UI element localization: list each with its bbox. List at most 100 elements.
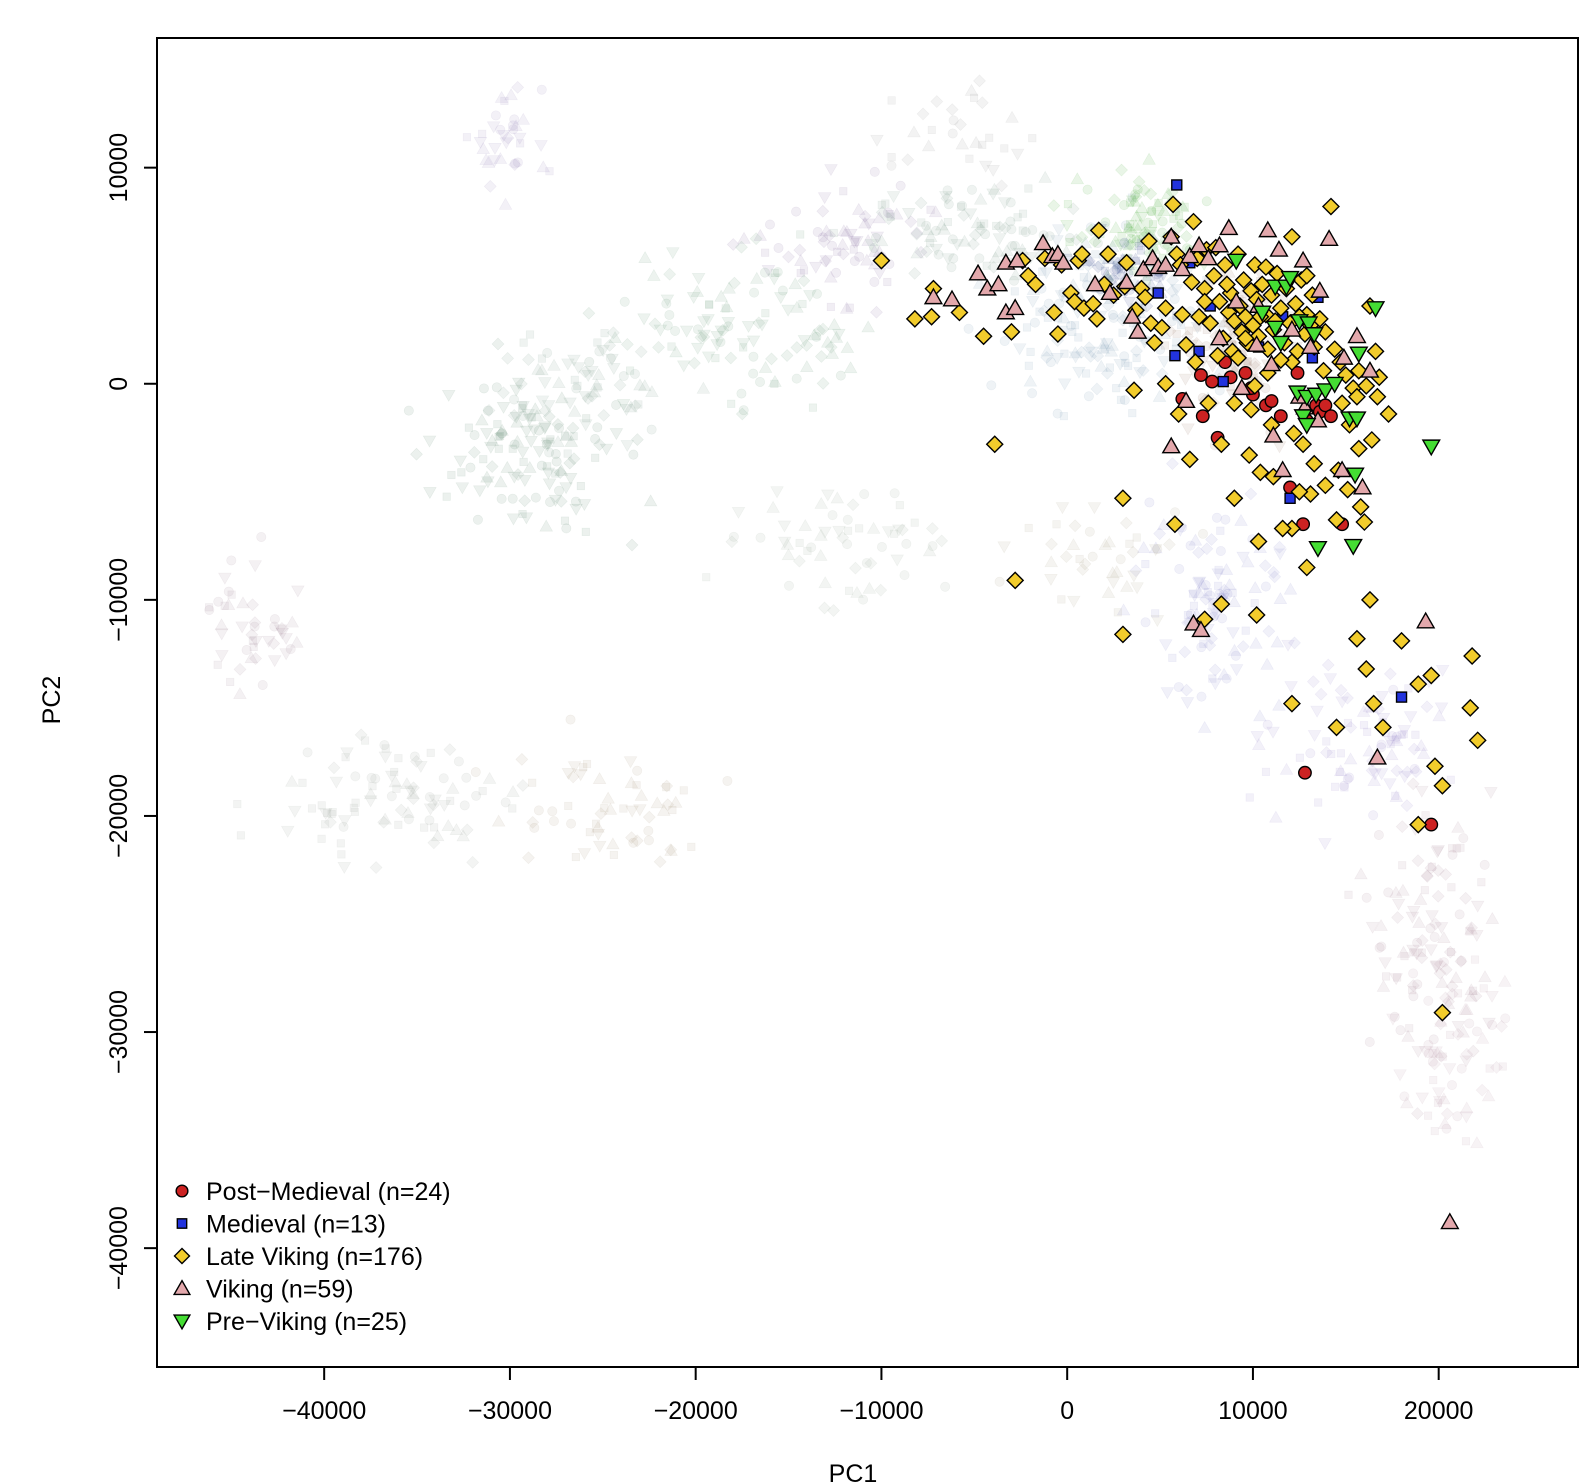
data-point-pre_viking: [1343, 538, 1363, 556]
background-point: [1108, 234, 1123, 247]
background-point: [497, 428, 508, 439]
background-point: [1434, 1049, 1448, 1063]
background-point: [1420, 869, 1434, 883]
background-point: [1248, 357, 1262, 370]
x-tick-label: −20000: [654, 1397, 738, 1425]
data-point-viking: [923, 287, 944, 305]
background-point: [1383, 778, 1397, 791]
background-point: [1411, 1107, 1424, 1120]
background-point: [845, 303, 854, 312]
background-point: [861, 558, 872, 568]
background-point: [1120, 220, 1131, 231]
background-point: [1220, 514, 1231, 525]
background-point: [637, 313, 651, 326]
background-point: [1135, 200, 1149, 213]
background-point: [882, 212, 896, 226]
background-point: [573, 381, 582, 390]
background-point: [849, 561, 862, 575]
background-point: [910, 227, 924, 241]
background-point: [410, 447, 423, 461]
background-point: [847, 236, 862, 249]
background-point: [205, 603, 214, 612]
background-point: [441, 819, 456, 831]
background-point: [818, 601, 831, 615]
background-point: [1415, 1092, 1430, 1105]
background-point: [508, 804, 517, 813]
background-point: [667, 342, 676, 351]
data-point-late_viking: [1392, 631, 1411, 650]
background-point: [812, 226, 823, 237]
background-point: [978, 160, 993, 173]
background-point: [819, 254, 832, 268]
background-point: [516, 400, 530, 413]
background-point: [564, 801, 573, 810]
background-point: [626, 366, 635, 375]
background-point: [1253, 709, 1267, 722]
background-point: [1064, 233, 1075, 244]
background-point: [761, 309, 770, 318]
background-point: [501, 351, 515, 365]
background-point: [1336, 749, 1345, 758]
background-point: [233, 687, 247, 700]
background-point: [1148, 220, 1158, 229]
background-point: [633, 804, 647, 817]
background-point: [487, 155, 502, 168]
background-point: [1172, 329, 1181, 338]
background-point: [1200, 580, 1211, 591]
background-point: [864, 556, 878, 570]
background-point: [864, 239, 879, 252]
background-point: [843, 361, 858, 374]
data-point-pre_viking: [1349, 346, 1369, 364]
background-point: [472, 514, 483, 525]
background-point: [561, 358, 575, 371]
background-point: [1148, 544, 1163, 557]
background-point: [1343, 752, 1358, 765]
background-point: [285, 644, 296, 655]
background-point: [1451, 820, 1465, 833]
background-point: [519, 457, 528, 466]
background-point: [1437, 1116, 1452, 1129]
data-point-viking: [1293, 250, 1313, 268]
data-point-late_viking: [1199, 394, 1218, 413]
background-point: [886, 212, 895, 221]
background-point: [541, 437, 555, 450]
background-point: [566, 818, 577, 829]
background-point: [842, 514, 853, 525]
background-point: [473, 137, 488, 149]
background-point: [567, 354, 581, 367]
background-point: [1005, 110, 1019, 123]
background-point: [1119, 237, 1134, 250]
background-point: [1432, 709, 1446, 722]
background-point: [939, 191, 953, 204]
background-point: [1090, 382, 1104, 396]
background-point: [1083, 391, 1094, 402]
background-point: [1108, 264, 1122, 277]
legend-label-late_viking: Late Viking (n=176): [206, 1243, 423, 1271]
background-point: [1152, 544, 1163, 555]
data-point-pre_viking: [1299, 316, 1319, 334]
data-point-late_viking: [1117, 253, 1136, 272]
background-point: [1314, 798, 1323, 807]
background-point: [1414, 738, 1429, 751]
background-point: [1081, 369, 1091, 378]
background-point: [1018, 209, 1028, 218]
background-point: [1027, 225, 1038, 235]
data-point-viking: [1310, 281, 1330, 298]
background-point: [1201, 196, 1212, 207]
background-point: [722, 775, 733, 786]
background-point: [570, 496, 581, 507]
background-point: [1068, 519, 1082, 533]
background-point: [404, 785, 418, 798]
data-point-late_viking: [1073, 245, 1092, 264]
background-point: [1389, 885, 1403, 898]
background-point: [926, 239, 935, 248]
background-point: [1066, 202, 1080, 216]
data-point-late_viking: [1006, 571, 1025, 590]
background-point: [1451, 1021, 1466, 1034]
background-point: [809, 261, 823, 274]
background-point: [249, 652, 263, 665]
data-point-post_medieval: [1193, 368, 1208, 383]
background-point: [593, 338, 602, 347]
background-point: [1423, 995, 1434, 1006]
background-point: [1420, 886, 1429, 895]
